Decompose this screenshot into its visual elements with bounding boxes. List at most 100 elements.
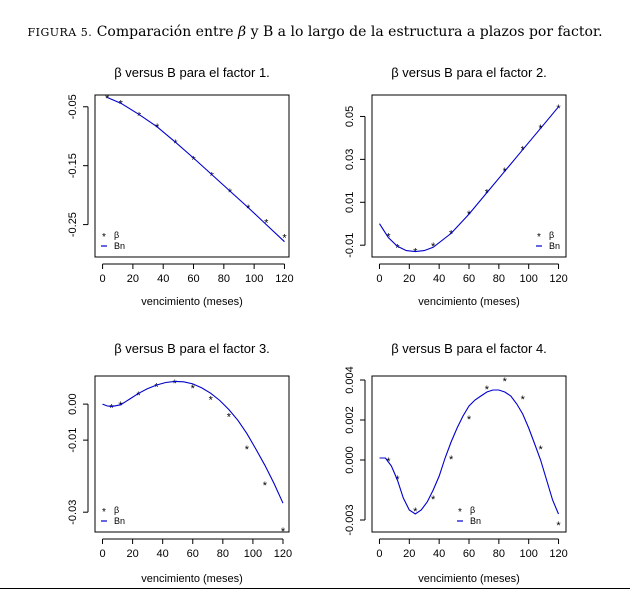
- data-point-beta: *: [173, 138, 178, 150]
- x-tick-label: 0: [376, 273, 382, 285]
- y-tick-label: 0.004: [344, 366, 356, 394]
- chart-panel-2: β versus B para el factor 2. 0 20 40 60 80 100…: [344, 65, 568, 308]
- data-point-beta: *: [105, 93, 110, 105]
- x-tick-label: 20: [126, 548, 138, 560]
- x-tick-label: 100: [520, 273, 538, 285]
- legend-label-beta: β: [549, 230, 554, 240]
- x-tick-label: 80: [217, 548, 229, 560]
- data-point-beta: *: [210, 171, 215, 183]
- data-point-beta: *: [245, 444, 250, 456]
- data-point-beta: *: [467, 414, 472, 426]
- x-tick-label: 60: [463, 273, 475, 285]
- chart-title: β versus B para el factor 4.: [391, 341, 547, 356]
- x-tick-label: 80: [493, 548, 505, 560]
- legend-label-bn: Bn: [114, 516, 125, 526]
- x-tick-label: 60: [187, 548, 199, 560]
- data-point-beta: *: [246, 203, 251, 215]
- x-tick-label: 120: [274, 548, 292, 560]
- y-tick-label: 0.01: [344, 192, 356, 213]
- x-tick-label: 0: [99, 548, 105, 560]
- chart-title: β versus B para el factor 3.: [114, 341, 270, 356]
- data-point-beta: *: [109, 402, 114, 414]
- data-point-beta: *: [467, 209, 472, 221]
- data-point-beta: *: [538, 123, 543, 135]
- x-tick-label: 0: [100, 273, 106, 285]
- data-point-beta: *: [119, 99, 124, 111]
- figure-caption: FIGURA 5. Comparación entre β y B a lo l…: [0, 24, 630, 40]
- x-tick-label: 40: [157, 273, 169, 285]
- data-point-beta: *: [191, 383, 196, 395]
- y-tick-label: -0.25: [67, 212, 79, 237]
- x-tick-label: 100: [245, 273, 263, 285]
- data-point-beta: *: [155, 381, 160, 393]
- y-tick-label: -0.05: [67, 94, 79, 119]
- x-tick-label: 20: [403, 273, 415, 285]
- x-tick-label: 0: [376, 548, 382, 560]
- data-point-beta: *: [118, 400, 123, 412]
- data-point-beta: *: [556, 520, 561, 532]
- data-point-beta: *: [485, 384, 490, 396]
- x-tick-label: 120: [549, 548, 567, 560]
- data-point-beta: *: [449, 454, 454, 466]
- legend: * βBn: [101, 230, 125, 251]
- legend: * βBn: [101, 505, 125, 526]
- y-tick-label: 0.05: [344, 106, 356, 127]
- y-tick-label: -0.03: [67, 500, 79, 525]
- caption-text-after: y B a lo largo de la estructura a plazos…: [250, 24, 603, 40]
- data-point-beta: *: [282, 232, 287, 244]
- data-point-beta: *: [521, 145, 526, 157]
- legend-label-beta: β: [114, 230, 119, 240]
- data-point-beta: *: [173, 378, 178, 390]
- data-point-beta: *: [263, 480, 268, 492]
- plot-frame: [94, 375, 290, 533]
- series-line-Bn: [102, 380, 284, 504]
- chart-title: β versus B para el factor 1.: [114, 65, 270, 80]
- x-tick-label: 100: [520, 548, 538, 560]
- x-tick-label: 100: [244, 548, 262, 560]
- data-point-beta: *: [503, 376, 508, 388]
- x-tick-label: 40: [433, 273, 445, 285]
- data-point-beta: *: [521, 394, 526, 406]
- x-tick-label: 20: [127, 273, 139, 285]
- data-point-beta: *: [209, 394, 214, 406]
- data-point-beta: *: [191, 155, 196, 167]
- data-point-beta: *: [155, 122, 160, 134]
- legend-label-bn: Bn: [470, 516, 481, 526]
- data-point-beta: *: [538, 444, 543, 456]
- data-point-beta: *: [556, 103, 561, 115]
- plot-frame: [371, 94, 567, 258]
- legend: * βBn: [536, 230, 560, 251]
- y-tick-label: -0.01: [344, 233, 356, 258]
- series-line-Bn: [379, 389, 560, 515]
- data-point-beta: *: [136, 390, 141, 402]
- data-point-beta: *: [281, 526, 286, 538]
- y-tick-label: -0.01: [67, 428, 79, 453]
- x-tick-label: 120: [549, 273, 567, 285]
- y-tick-label: 0.00: [67, 393, 79, 414]
- plot-frame: [94, 94, 290, 258]
- y-tick-label: -0.15: [67, 153, 79, 178]
- y-tick-label: -0.003: [344, 504, 356, 535]
- legend-marker-beta: *: [102, 507, 106, 518]
- bottom-rule: [0, 588, 630, 589]
- x-tick-label: 80: [218, 273, 230, 285]
- legend-marker-beta: *: [537, 232, 541, 243]
- series-line-Bn: [106, 96, 285, 243]
- data-point-beta: *: [395, 242, 400, 254]
- y-tick-label: 0.000: [344, 446, 356, 474]
- plot-frame: [371, 375, 567, 533]
- figure-label: FIGURA 5.: [27, 26, 93, 39]
- x-axis-label: vencimiento (meses): [141, 573, 242, 585]
- chart-panel-4: β versus B para el factor 4. 0 20 40 60 80 100…: [344, 341, 568, 585]
- legend-marker-beta: *: [102, 232, 106, 243]
- data-point-beta: *: [449, 228, 454, 240]
- series-line-Bn: [379, 106, 559, 253]
- x-tick-label: 80: [493, 273, 505, 285]
- caption-text-before: Comparación entre: [96, 24, 234, 40]
- x-tick-label: 60: [187, 273, 199, 285]
- legend-label-bn: Bn: [549, 241, 560, 251]
- caption-beta-symbol: β: [238, 24, 247, 40]
- data-point-beta: *: [227, 412, 232, 424]
- x-tick-label: 60: [463, 548, 475, 560]
